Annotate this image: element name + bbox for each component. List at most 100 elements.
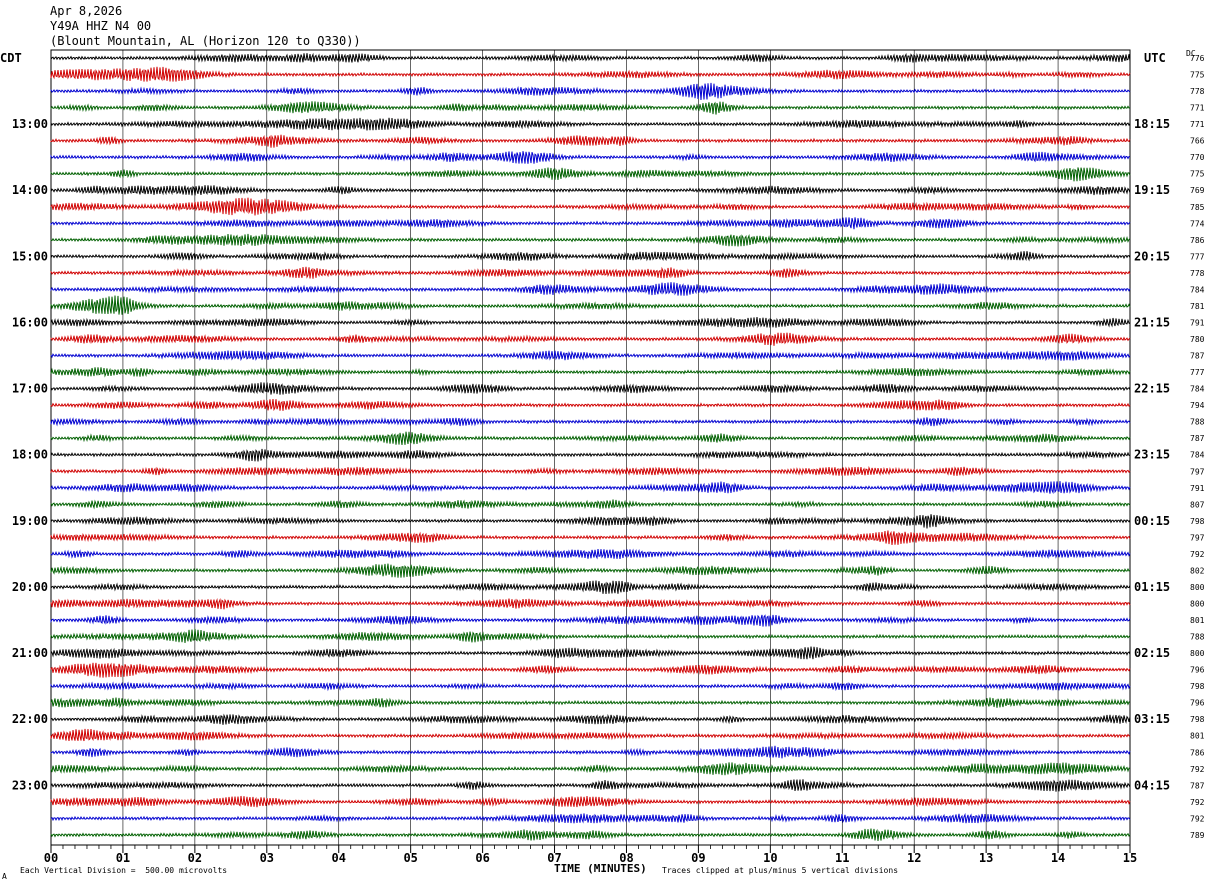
trace-line [50, 66, 1131, 82]
trace-line [50, 233, 1131, 247]
dc-value-label: 775 [1190, 170, 1205, 179]
dc-value-label: 784 [1190, 451, 1205, 460]
dc-value-label: 788 [1190, 418, 1205, 427]
dc-value-label: 774 [1190, 219, 1205, 228]
dc-value-label: 792 [1190, 550, 1205, 559]
x-tick-label: 09 [691, 851, 705, 865]
dc-value-label: 791 [1190, 484, 1205, 493]
dc-value-label: 784 [1190, 285, 1205, 294]
trace-line [50, 431, 1131, 445]
dc-value-label: 807 [1190, 500, 1205, 509]
x-tick-label: 11 [835, 851, 849, 865]
trace-line [50, 117, 1131, 131]
dc-value-label: 781 [1190, 302, 1205, 311]
x-tick-label: 13 [979, 851, 993, 865]
x-tick-label: 12 [907, 851, 921, 865]
left-hour-label: 19:00 [12, 514, 48, 528]
dc-value-label: 797 [1190, 533, 1205, 542]
dc-value-label: 775 [1190, 71, 1205, 80]
dc-value-label: 788 [1190, 633, 1205, 642]
dc-value-label: 796 [1190, 666, 1205, 675]
left-hour-label: 16:00 [12, 315, 48, 329]
dc-value-label: 796 [1190, 699, 1205, 708]
left-hour-label: 13:00 [12, 117, 48, 131]
trace-line [50, 266, 1131, 279]
trace-line [50, 762, 1131, 776]
trace-line [50, 295, 1131, 315]
right-hour-label: 20:15 [1134, 249, 1170, 263]
left-hour-label: 22:00 [12, 712, 48, 726]
dc-column-label: DC [1186, 49, 1196, 58]
trace-line [50, 465, 1131, 477]
dc-value-label: 786 [1190, 748, 1205, 757]
trace-line [50, 548, 1131, 560]
dc-value-label: 801 [1190, 616, 1205, 625]
x-tick-label: 05 [403, 851, 417, 865]
trace-line [50, 662, 1131, 678]
x-tick-label: 01 [116, 851, 130, 865]
dc-value-label: 787 [1190, 781, 1205, 790]
trace-line [50, 728, 1131, 742]
left-hour-label: 18:00 [12, 448, 48, 462]
trace-line [50, 795, 1131, 808]
trace-line [50, 217, 1131, 230]
trace-line [50, 82, 1131, 101]
dc-value-label: 792 [1190, 765, 1205, 774]
right-hour-label: 21:15 [1134, 315, 1170, 329]
x-tick-label: 00 [44, 851, 58, 865]
trace-line [50, 332, 1131, 346]
dc-value-label: 771 [1190, 120, 1205, 129]
dc-value-label: 771 [1190, 104, 1205, 113]
station-location: (Blount Mountain, AL (Horizon 120 to Q33… [50, 34, 361, 48]
trace-line [50, 779, 1131, 792]
dc-value-label: 785 [1190, 203, 1205, 212]
trace-line [50, 382, 1131, 395]
dc-value-label: 789 [1190, 831, 1205, 840]
trace-line [50, 530, 1131, 545]
dc-value-label: 784 [1190, 385, 1205, 394]
trace-line [50, 134, 1131, 148]
dc-value-label: 798 [1190, 682, 1205, 691]
dc-value-label: 787 [1190, 434, 1205, 443]
right-hour-label: 00:15 [1134, 514, 1170, 528]
corner-mark: A [2, 872, 7, 881]
dc-value-label: 786 [1190, 236, 1205, 245]
trace-line [50, 251, 1131, 262]
left-hour-label: 21:00 [12, 646, 48, 660]
dc-value-label: 791 [1190, 318, 1205, 327]
dc-value-label: 766 [1190, 137, 1205, 146]
dc-value-label: 777 [1190, 252, 1205, 261]
trace-line [50, 101, 1131, 115]
trace-line [50, 713, 1131, 725]
trace-line [50, 597, 1131, 610]
trace-line [50, 448, 1131, 462]
dc-value-label: 800 [1190, 583, 1205, 592]
right-hour-label: 02:15 [1134, 646, 1170, 660]
x-tick-label: 07 [547, 851, 561, 865]
right-hour-label: 19:15 [1134, 183, 1170, 197]
x-axis-label: TIME (MINUTES) [554, 862, 647, 875]
dc-value-label: 778 [1190, 87, 1205, 96]
dc-value-label: 770 [1190, 153, 1205, 162]
station-id: Y49A HHZ N4 00 [50, 19, 152, 33]
trace-line [50, 681, 1131, 692]
trace-line [50, 628, 1131, 644]
clip-note: Traces clipped at plus/minus 5 vertical … [662, 866, 899, 875]
trace-line [50, 812, 1131, 824]
left-hour-label: 14:00 [12, 183, 48, 197]
x-tick-label: 10 [763, 851, 777, 865]
dc-value-label: 792 [1190, 798, 1205, 807]
trace-line [50, 282, 1131, 296]
trace-line [50, 646, 1131, 660]
dc-value-label: 776 [1190, 54, 1205, 63]
trace-line [50, 499, 1131, 510]
dc-value-label: 787 [1190, 352, 1205, 361]
dc-value-label: 797 [1190, 467, 1205, 476]
trace-line [50, 745, 1131, 759]
trace-line [50, 580, 1131, 595]
trace-line [50, 614, 1131, 627]
left-hour-label: 23:00 [12, 778, 48, 792]
trace-line [50, 317, 1131, 328]
dc-value-label: 778 [1190, 269, 1205, 278]
trace-line [50, 481, 1131, 495]
